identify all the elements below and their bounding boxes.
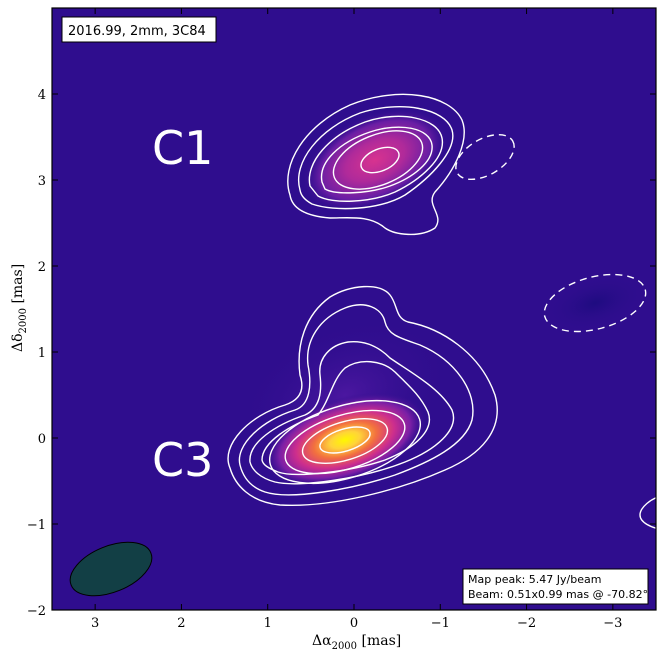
component-label-c3: C3 <box>152 433 213 487</box>
c1-contour-outer <box>287 93 465 236</box>
y-tick-label: 1 <box>38 346 46 361</box>
c3-contour-5 <box>268 400 422 484</box>
negative-region <box>546 275 644 331</box>
x-tick-label: −2 <box>517 616 536 631</box>
edge-contour <box>639 497 656 529</box>
negative-contour-right <box>543 273 647 333</box>
c1-contour-3 <box>308 115 444 202</box>
title-box: 2016.99, 2mm, 3C84 <box>61 16 217 43</box>
c1-contour-2 <box>297 106 454 210</box>
beam-ellipse <box>69 541 153 597</box>
c3-contour-outer <box>227 285 498 507</box>
y-tick-label: 4 <box>38 88 46 103</box>
c3-contour-7 <box>301 418 389 464</box>
c3-contour-2 <box>238 304 474 496</box>
y-axis: −2 −1 0 1 2 3 4 <box>27 88 656 619</box>
y-axis-label: Δδ2000 [mas] <box>10 264 29 352</box>
plot-area: C1 C3 2016.99, 2mm, 3C84 Map peak: 5.47 … <box>52 8 656 610</box>
y-tick-label: 2 <box>38 260 46 275</box>
x-tick-label: −3 <box>603 616 622 631</box>
c1-contour-4 <box>320 126 433 194</box>
x-tick-label: 2 <box>177 616 185 631</box>
c3-contours <box>227 285 498 507</box>
x-axis-label-delta: Δα <box>312 633 332 649</box>
x-tick-label: 1 <box>264 616 272 631</box>
y-axis-label-unit: [mas] <box>10 264 26 308</box>
info-box-frame <box>462 568 649 605</box>
y-tick-label: 3 <box>38 174 46 189</box>
title-text: 2016.99, 2mm, 3C84 <box>68 24 206 39</box>
x-tick-label: 3 <box>91 616 99 631</box>
x-axis-label-sub: 2000 <box>332 641 357 652</box>
map-peak-text: Map peak: 5.47 Jy/beam <box>468 573 601 586</box>
beam-info-text: Beam: 0.51x0.99 mas @ -70.82° <box>468 588 648 601</box>
c1-contour-5 <box>332 130 424 190</box>
x-tick-label: 0 <box>350 616 358 631</box>
title-box-frame <box>61 16 217 43</box>
y-tick-label: −2 <box>27 604 46 619</box>
x-axis-label-unit: [mas] <box>357 633 401 649</box>
x-axis: 3 2 1 0 −1 −2 −3 <box>91 8 622 631</box>
component-label-c1: C1 <box>152 121 213 175</box>
y-axis-label-sub: 2000 <box>18 308 29 333</box>
y-tick-label: 0 <box>38 432 46 447</box>
y-axis-label-delta: Δδ <box>10 333 26 352</box>
c1-negative-contour <box>455 133 515 181</box>
x-axis-label: Δα2000 [mas] <box>312 633 401 652</box>
c3-contour-6 <box>284 409 406 475</box>
c1-contours <box>287 93 515 236</box>
info-box: Map peak: 5.47 Jy/beam Beam: 0.51x0.99 m… <box>462 568 649 605</box>
x-tick-label: −1 <box>431 616 450 631</box>
c3-contour-8 <box>319 426 371 454</box>
y-tick-label: −1 <box>27 518 46 533</box>
c1-contour-6 <box>360 146 400 174</box>
